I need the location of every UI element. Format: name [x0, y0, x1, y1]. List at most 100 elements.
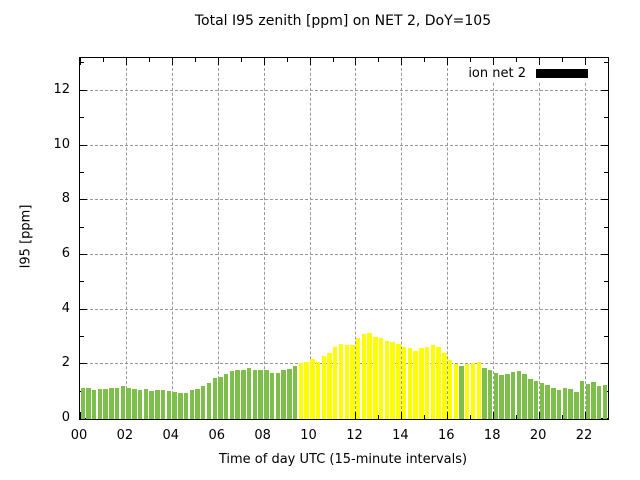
y-tick-major — [80, 253, 87, 255]
bar-17:15 — [476, 362, 481, 419]
bar-13:45 — [396, 343, 401, 419]
x-tick-minor — [240, 58, 242, 62]
x-tick-label: 10 — [300, 428, 317, 443]
bar-04:00 — [172, 391, 177, 419]
bar-15:45 — [442, 353, 447, 419]
x-tick-major — [80, 58, 81, 65]
y-tick-major — [601, 199, 608, 201]
y-tick-major — [80, 308, 87, 310]
gridline-vertical — [125, 58, 127, 419]
legend-label: ion net 2 — [468, 66, 526, 81]
bar-17:00 — [470, 363, 476, 419]
y-tick-minor — [80, 335, 84, 337]
gridline-vertical — [447, 58, 449, 419]
y-tick-label: 4 — [61, 300, 70, 316]
x-tick-label: 22 — [575, 428, 593, 443]
bar-17:45 — [487, 370, 493, 419]
x-tick-label: 14 — [392, 428, 409, 443]
x-tick-minor — [332, 58, 334, 62]
x-tick-minor — [148, 58, 150, 62]
bar-08:45 — [281, 370, 286, 419]
x-tick-major — [539, 58, 541, 65]
bar-13:00 — [378, 337, 384, 419]
gridline-vertical — [355, 58, 357, 419]
bar-04:30 — [183, 393, 189, 419]
bar-18:15 — [499, 375, 504, 419]
y-tick-minor — [604, 281, 608, 283]
x-tick-label: 16 — [438, 428, 455, 443]
y-tick-major — [601, 308, 608, 310]
bar-06:30 — [229, 371, 235, 419]
bar-09:00 — [287, 369, 292, 419]
bar-05:30 — [206, 383, 212, 419]
bar-20:30 — [551, 388, 556, 419]
bar-00:15 — [86, 387, 91, 419]
x-tick-minor — [102, 58, 104, 62]
y-tick-minor — [604, 335, 608, 337]
bar-19:00 — [516, 371, 522, 419]
x-tick-label: 02 — [116, 428, 134, 443]
bar-12:00 — [355, 338, 361, 419]
bar-03:30 — [160, 390, 166, 419]
x-tick-major — [125, 58, 127, 65]
bar-19:15 — [522, 373, 527, 419]
bar-18:00 — [493, 373, 499, 419]
bar-01:15 — [109, 388, 114, 419]
bar-04:15 — [178, 393, 183, 419]
bar-22:15 — [591, 382, 596, 419]
x-tick-label: 12 — [346, 428, 363, 443]
x-tick-major — [447, 58, 449, 65]
bar-16:00 — [447, 360, 453, 419]
y-tick-minor — [604, 226, 608, 228]
bar-17:30 — [482, 367, 487, 419]
y-tick-minor — [80, 117, 84, 119]
plot-area: ion net 2 — [79, 57, 609, 420]
bar-20:45 — [556, 390, 562, 419]
y-tick-label: 6 — [61, 245, 70, 261]
x-tick-label: 20 — [529, 428, 547, 443]
bar-13:15 — [384, 340, 390, 419]
bar-10:45 — [327, 353, 332, 419]
x-tick-major — [263, 58, 265, 65]
bar-08:30 — [275, 373, 281, 419]
gridline-vertical — [217, 58, 219, 419]
y-tick-minor — [80, 171, 84, 173]
bar-11:30 — [344, 345, 349, 419]
bar-15:30 — [436, 346, 441, 419]
bar-07:00 — [241, 369, 246, 419]
bar-09:30 — [298, 362, 304, 419]
x-tick-minor — [470, 58, 472, 62]
bar-18:30 — [505, 374, 510, 419]
y-tick-major — [80, 89, 87, 91]
x-tick-major — [493, 58, 495, 65]
y-tick-minor — [604, 117, 608, 119]
bar-05:00 — [195, 388, 200, 419]
y-tick-major — [601, 253, 608, 255]
bar-20:00 — [539, 383, 545, 419]
gridline-vertical — [539, 58, 541, 419]
y-tick-major — [601, 363, 608, 365]
x-tick-label: 06 — [208, 428, 225, 443]
gridline-horizontal — [80, 308, 608, 310]
bar-00:30 — [91, 390, 97, 419]
bar-15:15 — [430, 345, 436, 419]
bar-12:30 — [367, 332, 372, 419]
bar-11:15 — [338, 343, 344, 419]
x-tick-major — [217, 58, 219, 65]
y-tick-minor — [604, 62, 608, 64]
bar-03:00 — [149, 390, 154, 419]
bar-02:00 — [126, 387, 131, 419]
bar-14:30 — [413, 350, 418, 419]
gridline-horizontal — [80, 144, 608, 146]
x-tick-major — [401, 58, 403, 65]
y-tick-minor — [604, 171, 608, 173]
x-tick-major — [309, 58, 311, 65]
bar-04:45 — [189, 390, 194, 419]
x-axis-label: Time of day UTC (15-minute intervals) — [218, 452, 468, 467]
bar-02:30 — [137, 389, 143, 419]
bar-20:15 — [545, 385, 550, 419]
bar-10:30 — [321, 356, 326, 419]
bar-06:15 — [223, 373, 229, 419]
x-tick-label: 00 — [70, 428, 88, 443]
